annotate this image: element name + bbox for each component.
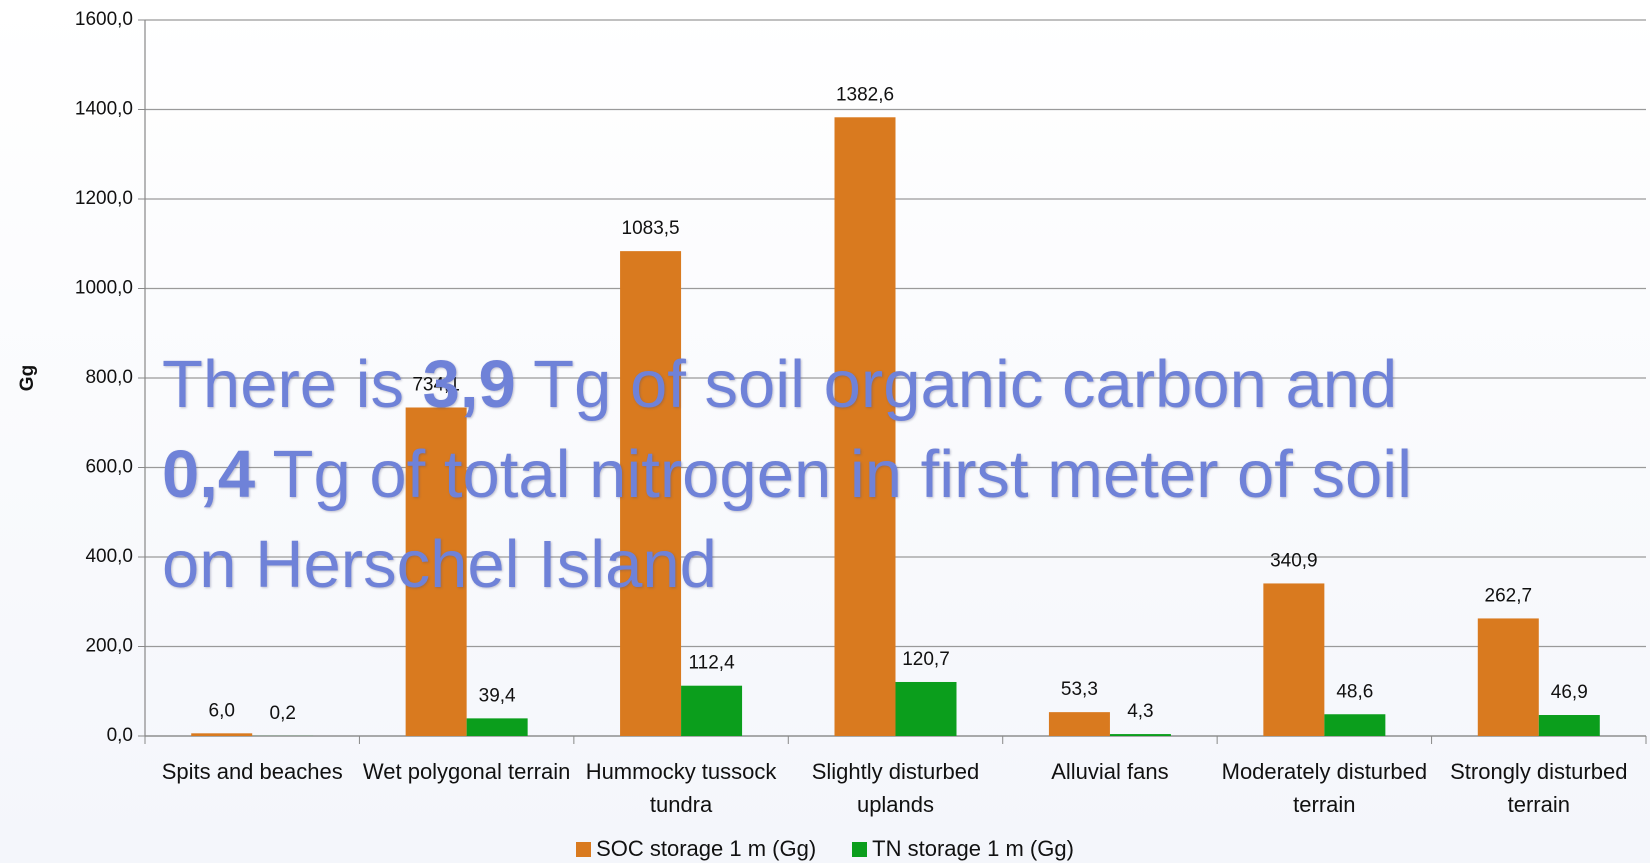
bar	[1048, 712, 1110, 736]
data-label: 0,2	[270, 703, 296, 724]
data-label: 4,3	[1127, 701, 1153, 722]
annotation-text: Tg of total nitrogen in first meter of s…	[162, 437, 1413, 602]
legend-swatch	[576, 842, 592, 857]
y-tick-label: 600,0	[85, 457, 133, 478]
annotation-text: 3,9	[422, 347, 516, 422]
annotation-text: Tg of soil organic carbon and	[515, 347, 1398, 422]
x-tick-label: Wet polygonal terrain	[362, 759, 571, 784]
y-tick-label: 200,0	[85, 636, 133, 657]
y-tick-label: 400,0	[85, 546, 133, 567]
legend: SOC storage 1 m (Gg) TN storage 1 m (Gg)	[0, 836, 1650, 862]
bar	[1477, 618, 1539, 736]
annotation: There is 3,9 Tg of soil organic carbon a…	[162, 340, 1432, 610]
y-axis-label: Gg	[17, 365, 38, 391]
x-tick-label: Spits and beaches	[161, 759, 343, 784]
y-tick-label: 1400,0	[75, 99, 133, 120]
x-tick-label: Slightly disturbed uplands	[811, 759, 980, 817]
bar	[466, 718, 528, 736]
data-label: 734,1	[412, 375, 460, 396]
bar	[191, 733, 253, 736]
data-label: 120,7	[902, 649, 950, 670]
bar	[1538, 715, 1600, 736]
data-label: 46,9	[1551, 682, 1588, 703]
bar	[834, 117, 896, 736]
data-label: 48,6	[1336, 681, 1373, 702]
y-tick-label: 1200,0	[75, 188, 133, 209]
bar	[405, 407, 467, 736]
legend-item: SOC storage 1 m (Gg)	[576, 836, 816, 862]
x-tick-label: Strongly disturbed terrain	[1450, 759, 1628, 817]
y-tick-label: 1600,0	[75, 9, 133, 30]
legend-item: TN storage 1 m (Gg)	[852, 836, 1074, 862]
data-label: 262,7	[1485, 585, 1533, 606]
data-label: 112,4	[689, 653, 736, 674]
bar	[1263, 583, 1325, 736]
data-label: 1382,6	[836, 84, 894, 105]
data-label: 53,3	[1061, 679, 1098, 700]
bar	[1109, 734, 1171, 736]
x-tick-label: Hummocky tussock tundra	[585, 759, 777, 817]
legend-label: SOC storage 1 m (Gg)	[596, 836, 817, 861]
y-tick-label: 1000,0	[75, 278, 133, 299]
bar	[620, 251, 682, 737]
bar	[1324, 714, 1386, 736]
legend-label: TN storage 1 m (Gg)	[872, 836, 1074, 861]
data-label: 1083,5	[622, 218, 680, 239]
data-label: 340,9	[1270, 550, 1318, 571]
y-tick-label: 0,0	[107, 725, 133, 746]
annotation-text: There is	[162, 347, 423, 422]
y-tick-label: 800,0	[85, 367, 133, 388]
data-label: 6,0	[209, 700, 235, 721]
annotation-text: 0,4	[162, 437, 256, 512]
x-tick-label: Moderately disturbed terrain	[1221, 759, 1428, 817]
legend-swatch	[852, 842, 868, 857]
data-label: 39,4	[479, 685, 516, 706]
x-tick-label: Alluvial fans	[1051, 759, 1169, 784]
bar	[895, 681, 957, 736]
bar	[681, 685, 743, 736]
